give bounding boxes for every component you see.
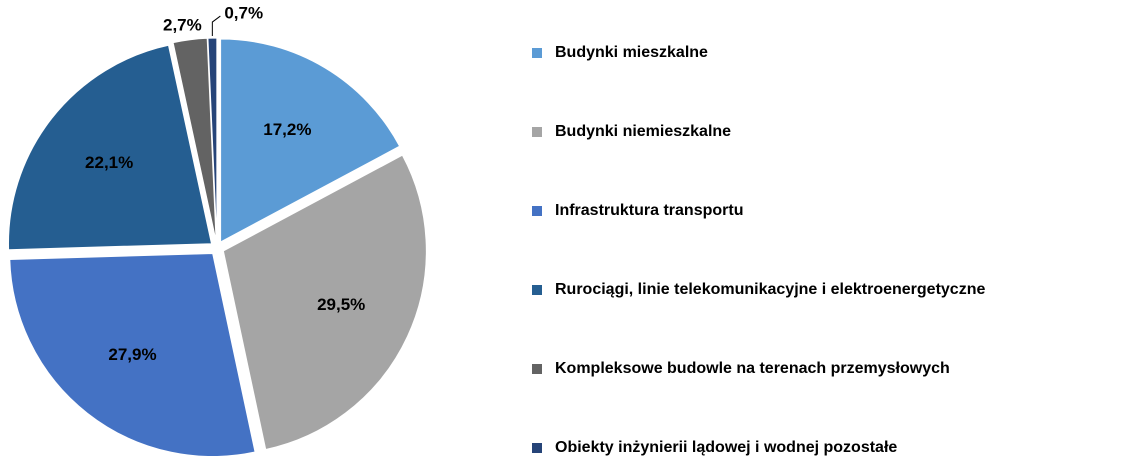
slice-label: 17,2% — [263, 120, 311, 139]
legend-label: Obiekty inżynierii lądowej i wodnej pozo… — [555, 439, 897, 456]
legend-swatch — [532, 48, 542, 58]
legend-label: Budynki niemieszkalne — [555, 123, 731, 140]
pie-slice — [9, 252, 256, 456]
pie-slice — [8, 44, 213, 251]
pie-slice — [222, 154, 427, 451]
legend-label: Kompleksowe budowle na terenach przemysł… — [555, 360, 950, 377]
leader-line — [211, 15, 221, 37]
slice-label: 22,1% — [85, 153, 133, 172]
legend-swatch — [532, 206, 542, 216]
slice-label: 27,9% — [108, 345, 156, 364]
legend-swatch — [532, 443, 542, 453]
legend-swatch — [532, 364, 542, 374]
legend-label: Budynki mieszkalne — [555, 44, 708, 61]
slice-label: 0,7% — [224, 4, 263, 23]
legend-label: Infrastruktura transportu — [555, 202, 743, 219]
pie-slice — [220, 38, 401, 243]
pie-slice — [172, 37, 217, 242]
slice-label: 29,5% — [317, 295, 365, 314]
legend-swatch — [532, 285, 542, 295]
pie-slice — [207, 37, 218, 242]
legend-swatch — [532, 127, 542, 137]
legend-label: Rurociągi, linie telekomunikacyjne i ele… — [555, 281, 985, 298]
slice-label: 2,7% — [163, 15, 202, 34]
